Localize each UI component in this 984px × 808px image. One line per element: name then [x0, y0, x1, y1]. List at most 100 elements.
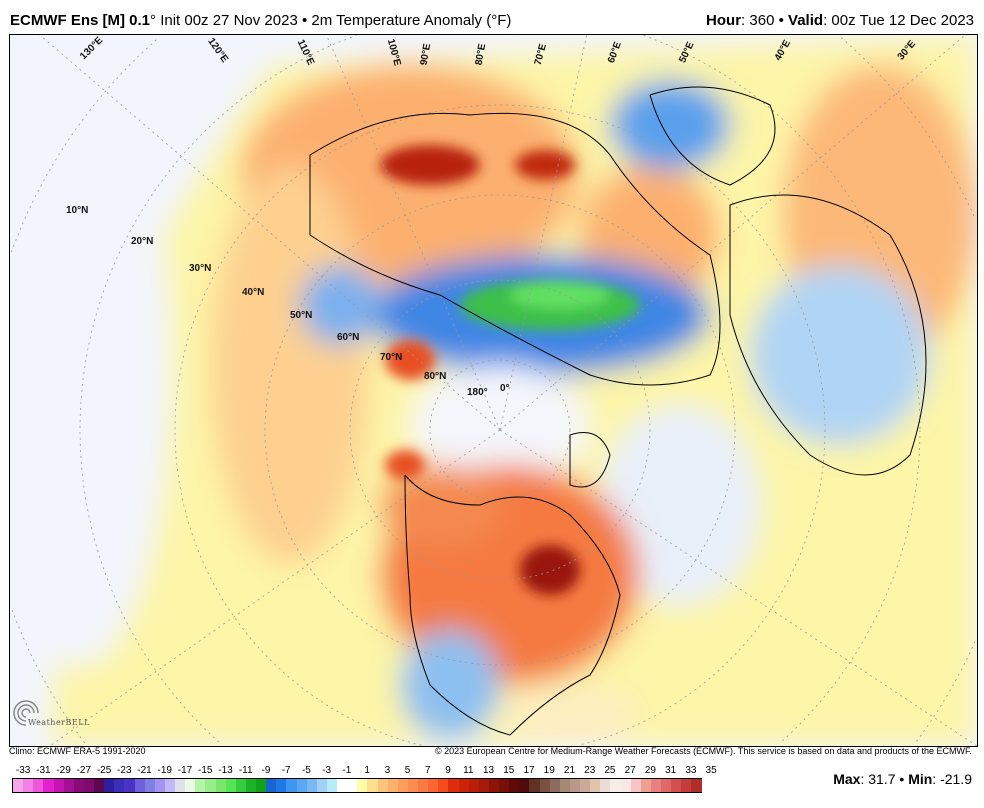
colorbar-swatch — [306, 779, 317, 792]
colorbar-swatch — [640, 779, 651, 792]
product-name: 2m Temperature Anomaly (°F) — [311, 12, 512, 29]
lat-label: 20°N — [131, 236, 154, 247]
colorbar-swatch — [387, 779, 398, 792]
colorbar-tick-labels: -33 -31 -29 -27 -25 -23 -21 -19 -17 -15 -13 -11 -9 -7… — [12, 765, 717, 777]
colorbar-swatch — [124, 779, 135, 792]
colorbar-swatch — [83, 779, 94, 792]
colorbar-tick-label: 17 — [523, 765, 535, 776]
colorbar-swatch — [559, 779, 570, 792]
colorbar-tick-label: 25 — [604, 765, 616, 776]
colorbar-tick-label: -25 — [96, 765, 112, 776]
colorbar-tick-label: 31 — [665, 765, 677, 776]
meridian-line — [49, 429, 501, 746]
colorbar-swatch — [600, 779, 611, 792]
latitude-circle — [840, 37, 976, 219]
colorbar-tick-label: 9 — [445, 765, 451, 776]
colorbar-swatch — [154, 779, 165, 792]
copyright-note: © 2023 European Centre for Medium-Range … — [434, 746, 972, 756]
colorbar-swatch — [468, 779, 479, 792]
colorbar-tick-label: 11 — [463, 765, 474, 776]
colorbar-tick-label: 35 — [705, 765, 717, 776]
colorbar-swatch — [13, 779, 24, 792]
lat-label: 10°N — [66, 205, 89, 216]
colorbar-tick-label: -31 — [36, 765, 51, 776]
colorbar-tick-label: 15 — [503, 765, 515, 776]
model-name: ECMWF Ens [M] 0.1 — [10, 12, 151, 29]
latitude-circle — [429, 359, 571, 501]
colorbar-swatch — [397, 779, 408, 792]
colorbar-swatch — [235, 779, 246, 792]
colorbar-tick-label: -9 — [261, 765, 271, 776]
colorbar-swatch — [63, 779, 74, 792]
colorbar-swatch — [691, 779, 702, 792]
colorbar-swatch — [256, 779, 267, 792]
colorbar-swatch — [407, 779, 418, 792]
colorbar-swatch — [448, 779, 459, 792]
colorbar-swatch — [73, 779, 84, 792]
colorbar-swatch — [337, 779, 348, 792]
colorbar-tick-label: 5 — [404, 765, 411, 776]
map-field — [10, 35, 977, 746]
colorbar-tick-label: -7 — [281, 765, 291, 776]
colorbar-swatch — [428, 779, 439, 792]
meridian-line — [499, 35, 588, 431]
colorbar-tick-label: 27 — [624, 765, 636, 776]
colorbar-tick-label: 7 — [425, 765, 431, 776]
lat-label: 40°N — [242, 287, 265, 298]
colorbar-swatch — [245, 779, 256, 792]
colorbar-swatch — [590, 779, 601, 792]
meridian-line — [39, 35, 501, 431]
colorbar-swatch — [316, 779, 327, 792]
colorbar-swatch — [53, 779, 64, 792]
colorbar-swatch — [569, 779, 580, 792]
colorbar-swatch — [225, 779, 236, 792]
climo-note: Climo: ECMWF ERA-5 1991-2020 — [9, 746, 146, 756]
colorbar-swatch — [438, 779, 449, 792]
colorbar-tick-label: 33 — [685, 765, 697, 776]
colorbar-swatch — [23, 779, 34, 792]
latitude-circle — [79, 35, 357, 743]
colorbar-swatch — [610, 779, 621, 792]
colorbar-swatch — [509, 779, 520, 792]
colorbar-swatch — [164, 779, 175, 792]
valid-time: : 00z Tue 12 Dec 2023 — [823, 12, 974, 29]
latitude-circle — [643, 35, 921, 431]
colorbar-swatch — [144, 779, 155, 792]
max-min-readout: Max: 31.7 • Min: -21.9 — [833, 771, 972, 787]
colorbar-swatch — [418, 779, 429, 792]
temperature-anomaly-map: 10°N 20°N 30°N 40°N 50°N 60°N 70°N 80°N … — [9, 34, 978, 747]
colorbar-swatch — [539, 779, 550, 792]
colorbar-tick-label: 3 — [384, 765, 391, 776]
colorbar-swatch — [549, 779, 560, 792]
max-value: : 31.7 — [860, 771, 896, 787]
colorbar-swatch — [94, 779, 105, 792]
colorbar-tick-label: -5 — [301, 765, 311, 776]
colorbar-swatch — [529, 779, 540, 792]
map-title: ECMWF Ens [M] 0.1° Init 00z 27 Nov 2023 … — [10, 12, 512, 29]
center-label: 0° — [500, 383, 510, 394]
colorbar-swatch — [377, 779, 388, 792]
min-value: : -21.9 — [932, 771, 972, 787]
colorbar-tick-label: -15 — [198, 765, 213, 776]
colorbar-swatch — [478, 779, 489, 792]
colorbar-swatch — [357, 779, 368, 792]
colorbar-swatch — [580, 779, 591, 792]
colorbar-swatch — [519, 779, 530, 792]
latitude-circle — [349, 279, 651, 581]
colorbar-tick-label: 29 — [644, 765, 656, 776]
colorbar-swatch — [326, 779, 337, 792]
center-label: 180° — [467, 387, 488, 398]
coastlines — [309, 86, 927, 736]
colorbar-swatch — [620, 779, 631, 792]
colorbar-tick-label: 19 — [543, 765, 555, 776]
latitude-circle — [780, 429, 921, 743]
colorbar-swatch — [114, 779, 125, 792]
colorbar-tick-label: 13 — [482, 765, 495, 776]
weatherbell-logo-icon — [13, 700, 39, 726]
latitude-circle — [11, 37, 160, 253]
lat-label: 70°N — [380, 352, 403, 363]
colorbar-tick-label: -13 — [218, 765, 233, 776]
colorbar-tick-label: -23 — [117, 765, 132, 776]
graticule — [11, 35, 977, 746]
colorbar-tick-label: -11 — [238, 765, 253, 776]
